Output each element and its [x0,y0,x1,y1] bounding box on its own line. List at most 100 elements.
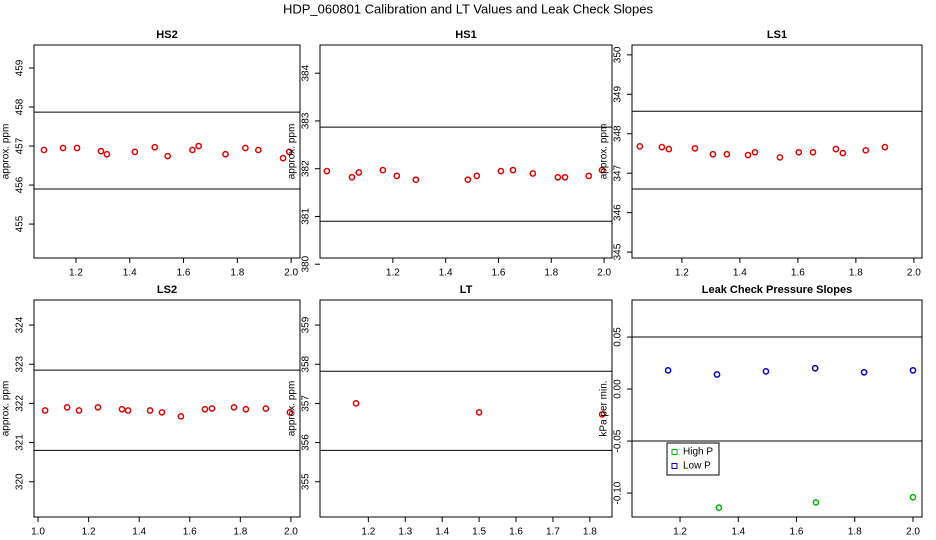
y-tick-label: 321 [15,434,26,451]
x-tick-label: 1.8 [583,527,597,538]
x-tick-label: 1.8 [544,268,558,279]
point [201,405,209,413]
y-tick-label: 320 [15,473,26,490]
y-axis-label: approx. ppm [287,124,298,180]
panel: LT approx. ppm 355 356 357 358 359 1.2 1.3 1.4 1.5… [287,284,613,538]
point [118,405,126,413]
point [348,173,356,181]
y-axis-label: approx. ppm [1,124,12,180]
y-tick-label: 458 [15,98,26,115]
point [713,371,721,378]
point [285,148,293,156]
x-tick-label: 1.4 [123,268,137,279]
point [164,152,172,160]
x-tick-label: 1.8 [849,268,863,279]
y-tick-label: 345 [613,243,624,260]
point [839,149,847,157]
point [254,146,262,154]
x-tick-label: 2.0 [906,527,920,538]
point [744,151,752,159]
x-tick-label: 2.0 [907,268,921,279]
panel-title: Leak Check Pressure Slopes [702,284,852,296]
point [75,407,83,414]
panel-title: LT [460,284,473,296]
panel: HS2 approx. ppm 455 456 457 458 459 1.2 1.4 1.6 1.… [1,29,301,279]
y-tick-label: 349 [613,86,624,103]
y-tick-label: 0.00 [613,379,624,399]
x-tick-label: 1.6 [791,268,805,279]
point [529,170,537,177]
point [230,403,238,411]
plot-frame [631,44,923,259]
y-axis-label: approx. ppm [1,381,12,437]
panel: LS2 approx. ppm 320 321 322 323 324 1.0 1.2 1.4 1.… [1,284,301,538]
y-tick-label: -0.05 [613,429,624,452]
point [636,143,644,150]
point [809,148,817,156]
x-tick-label: 1.2 [361,527,375,538]
point [208,405,216,412]
legend-symbol [671,449,678,455]
point [352,400,360,407]
point [146,407,154,414]
y-axis-label: approx. ppm [287,381,298,437]
y-tick-label: -0.10 [613,481,624,504]
point [598,411,606,418]
y-tick-label: 381 [301,208,312,225]
point [860,369,868,376]
x-tick-label: 1.5 [472,527,486,538]
point [151,143,159,151]
point [393,172,401,180]
point [832,145,840,153]
y-tick-label: 346 [613,204,624,221]
point [355,169,363,176]
y-tick-label: 348 [613,125,624,142]
point [881,143,889,151]
point [464,176,472,184]
x-tick-label: 2.0 [284,527,298,538]
point [709,150,717,158]
x-tick-label: 1.7 [546,527,560,538]
x-tick-label: 1.2 [386,268,400,279]
point [561,173,569,181]
point [94,403,102,411]
panel-title: HS1 [455,29,476,41]
x-tick-label: 1.2 [69,268,83,279]
point [862,146,870,154]
point [279,154,287,162]
point [124,407,132,414]
point [103,150,111,158]
y-tick-label: 357 [301,395,312,412]
legend-label: High P [683,447,713,458]
point [776,154,784,161]
plot-frame [33,299,301,518]
point [412,176,420,184]
point [723,150,731,158]
point [554,173,562,181]
point [762,368,770,375]
x-tick-label: 1.4 [439,268,453,279]
point [715,504,723,511]
x-tick-label: 1.4 [733,268,747,279]
point [195,142,202,150]
y-tick-label: 0.05 [613,327,624,347]
point [177,412,185,420]
y-tick-label: 382 [301,160,312,177]
plot-frame [33,44,301,259]
x-tick-label: 1.0 [31,527,45,538]
point [323,167,331,175]
x-tick-label: 1.4 [435,527,449,538]
y-tick-label: 355 [301,473,312,490]
point [242,144,249,152]
y-tick-label: 322 [15,395,26,412]
y-tick-label: 384 [301,64,312,81]
plot-frame [319,44,613,259]
panel-title: HS2 [156,29,177,41]
x-tick-label: 1.2 [673,527,687,538]
panel-title: LS2 [157,284,177,296]
x-tick-label: 1.8 [230,268,244,279]
point [158,409,166,416]
point [40,146,48,154]
